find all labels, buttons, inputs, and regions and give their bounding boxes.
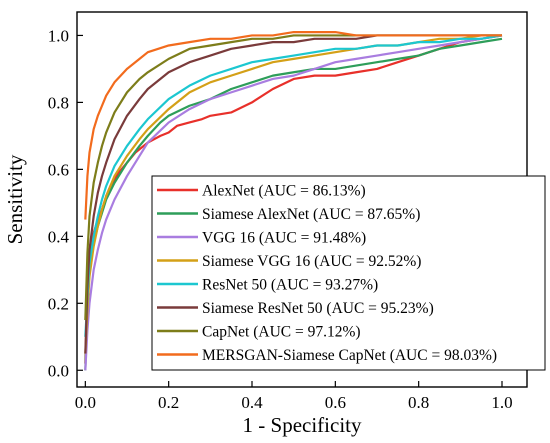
legend-entry: ResNet 50 (AUC = 93.27%): [202, 277, 378, 294]
y-tick-label: 0.2: [48, 294, 69, 313]
x-tick-label: 0.4: [241, 393, 263, 412]
legend-box: [151, 175, 546, 371]
legend-entry: AlexNet (AUC = 86.13%): [202, 183, 366, 200]
series-lines: [84, 30, 503, 371]
y-axis: 0.0 0.2 0.4 0.6 0.8 1.0: [48, 26, 83, 380]
legend-entry: Siamese AlexNet (AUC = 87.65%): [202, 206, 420, 223]
legend-entry: Siamese ResNet 50 (AUC = 95.23%): [202, 300, 434, 317]
x-tick-label: 0.6: [325, 393, 346, 412]
series-line-4: [84, 34, 503, 337]
x-tick-label: 0.8: [408, 393, 429, 412]
series-line-2: [84, 34, 503, 371]
y-tick-label: 0.0: [48, 361, 69, 380]
x-axis: 0.0 0.2 0.4 0.6 0.8 1.0: [75, 381, 513, 412]
legend-entry: MERSGAN-Siamese CapNet (AUC = 98.03%): [202, 347, 497, 364]
x-tick-label: 0.0: [75, 393, 96, 412]
legend-entry: VGG 16 (AUC = 91.48%): [202, 230, 366, 247]
x-tick-label: 1.0: [491, 393, 512, 412]
y-tick-label: 1.0: [48, 26, 69, 45]
legend-entry: CapNet (AUC = 97.12%): [202, 324, 361, 341]
legend-entry: Siamese VGG 16 (AUC = 92.52%): [202, 253, 421, 270]
y-tick-label: 0.8: [48, 93, 69, 112]
series-line-7: [84, 30, 502, 220]
y-tick-label: 0.6: [48, 160, 69, 179]
x-tick-label: 0.2: [158, 393, 179, 412]
x-axis-title: 1 - Specificity: [243, 413, 362, 437]
y-axis-title: Sensitivity: [3, 154, 27, 244]
y-tick-label: 0.4: [48, 227, 70, 246]
legend: AlexNet (AUC = 86.13%) Siamese AlexNet (A…: [151, 175, 546, 371]
